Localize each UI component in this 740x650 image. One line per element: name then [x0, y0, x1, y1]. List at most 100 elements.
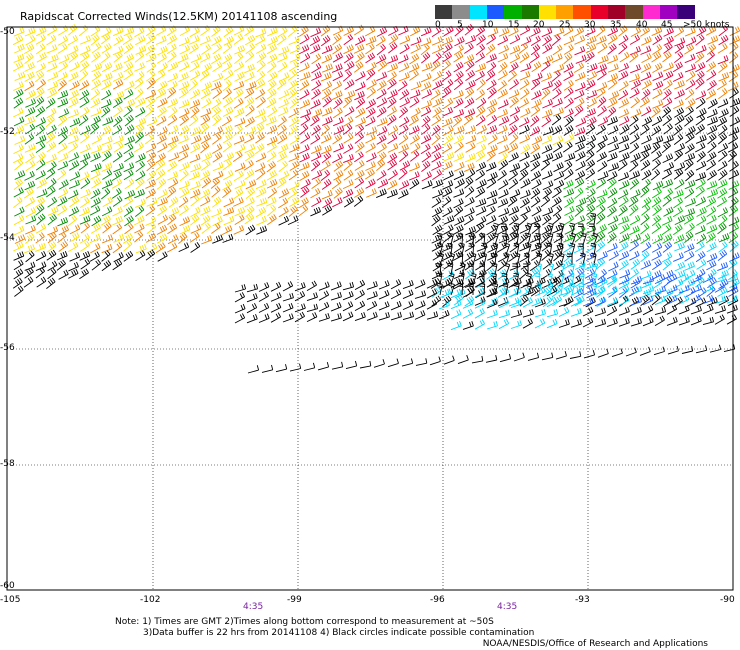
wind-barb — [47, 54, 59, 64]
wind-barb — [102, 234, 113, 244]
wind-barb — [487, 114, 498, 126]
wind-barb — [563, 250, 573, 263]
wind-barb — [652, 99, 664, 109]
wind-barb — [255, 179, 267, 190]
wind-barb — [685, 222, 695, 234]
wind-barb — [674, 215, 686, 226]
wind-barb — [513, 242, 520, 256]
map-notes: Note: 1) Times are GMT 2)Times along bot… — [115, 617, 534, 639]
wind-barb — [78, 159, 89, 171]
wind-barb — [408, 115, 419, 126]
wind-barb — [497, 52, 509, 63]
wind-barb — [450, 288, 462, 299]
wind-barb — [663, 134, 674, 144]
wind-barb — [166, 186, 177, 198]
wind-barb — [596, 189, 608, 199]
wind-barb — [695, 70, 705, 82]
wind-barb — [211, 222, 221, 234]
wind-barb — [512, 263, 518, 276]
wind-barb — [673, 197, 683, 209]
wind-barb — [443, 224, 454, 235]
wind-barb — [211, 106, 222, 118]
wind-barb — [491, 262, 498, 276]
wind-barb — [717, 223, 727, 235]
wind-barb — [311, 177, 321, 189]
wind-barb — [641, 169, 652, 181]
wind-barb — [443, 355, 455, 365]
wind-barb — [431, 44, 443, 54]
wind-barb — [530, 152, 541, 163]
wind-barb — [101, 42, 112, 54]
wind-barb — [201, 235, 213, 245]
wind-barb — [432, 106, 442, 118]
wind-barb — [234, 143, 246, 154]
wind-barb — [618, 306, 630, 316]
wind-barb — [57, 35, 69, 46]
wind-barb — [585, 188, 596, 200]
wind-barb — [519, 134, 531, 144]
wind-barb — [57, 196, 68, 207]
wind-barb — [685, 70, 696, 82]
wind-barb — [426, 299, 438, 310]
wind-barb — [46, 153, 57, 164]
wind-barb — [586, 141, 596, 154]
wind-barb — [707, 268, 717, 280]
wind-barb — [591, 282, 598, 296]
wind-barb — [546, 286, 558, 297]
wind-barb — [475, 106, 486, 118]
wind-barb — [276, 78, 287, 90]
wind-barb — [376, 142, 387, 154]
wind-barb — [542, 54, 554, 65]
wind-barb — [168, 178, 179, 189]
wind-barb — [289, 363, 302, 372]
wind-barb — [35, 134, 47, 145]
wind-barb — [366, 87, 376, 99]
wind-barb — [190, 126, 202, 137]
wind-barb — [674, 114, 685, 126]
wind-barb — [245, 105, 255, 117]
wind-barb — [24, 170, 35, 181]
wind-barb — [662, 51, 672, 63]
wind-barb — [717, 42, 728, 54]
wind-barb — [343, 26, 355, 36]
wind-barb — [486, 276, 497, 288]
wind-barb — [102, 222, 112, 234]
wind-barb — [47, 213, 57, 226]
wind-barb — [629, 204, 639, 216]
wind-barb — [654, 306, 667, 316]
wind-barb — [464, 295, 475, 307]
wind-barb — [343, 52, 354, 64]
wind-barb — [265, 116, 277, 126]
wind-barb — [90, 188, 101, 199]
wind-barb — [690, 284, 702, 294]
wind-barb — [294, 311, 305, 323]
wind-barb — [684, 159, 694, 171]
wind-barb — [135, 178, 145, 190]
wind-barb — [102, 150, 112, 162]
wind-barb — [530, 105, 541, 117]
wind-barb — [541, 60, 551, 72]
wind-barb — [684, 231, 694, 243]
wind-barb — [321, 53, 333, 64]
wind-barb — [245, 224, 256, 236]
wind-barb — [534, 273, 541, 286]
wind-barb — [200, 214, 211, 226]
wind-barb — [443, 215, 455, 225]
wind-barb — [177, 151, 189, 162]
wind-barb — [376, 134, 387, 145]
wind-barb — [426, 288, 438, 299]
wind-barb — [409, 97, 420, 108]
wind-barb — [167, 51, 177, 63]
wind-barb — [23, 276, 34, 288]
wind-barb — [552, 135, 564, 146]
wind-barb — [716, 196, 727, 208]
wind-barb — [553, 63, 565, 74]
wind-barb — [563, 125, 574, 136]
wind-barb — [212, 143, 223, 154]
wind-barb — [91, 79, 102, 91]
wind-barb — [716, 79, 727, 91]
wind-barb — [608, 78, 618, 90]
wind-barb — [78, 114, 89, 126]
wind-barb — [639, 346, 651, 356]
wind-barb — [35, 62, 46, 73]
